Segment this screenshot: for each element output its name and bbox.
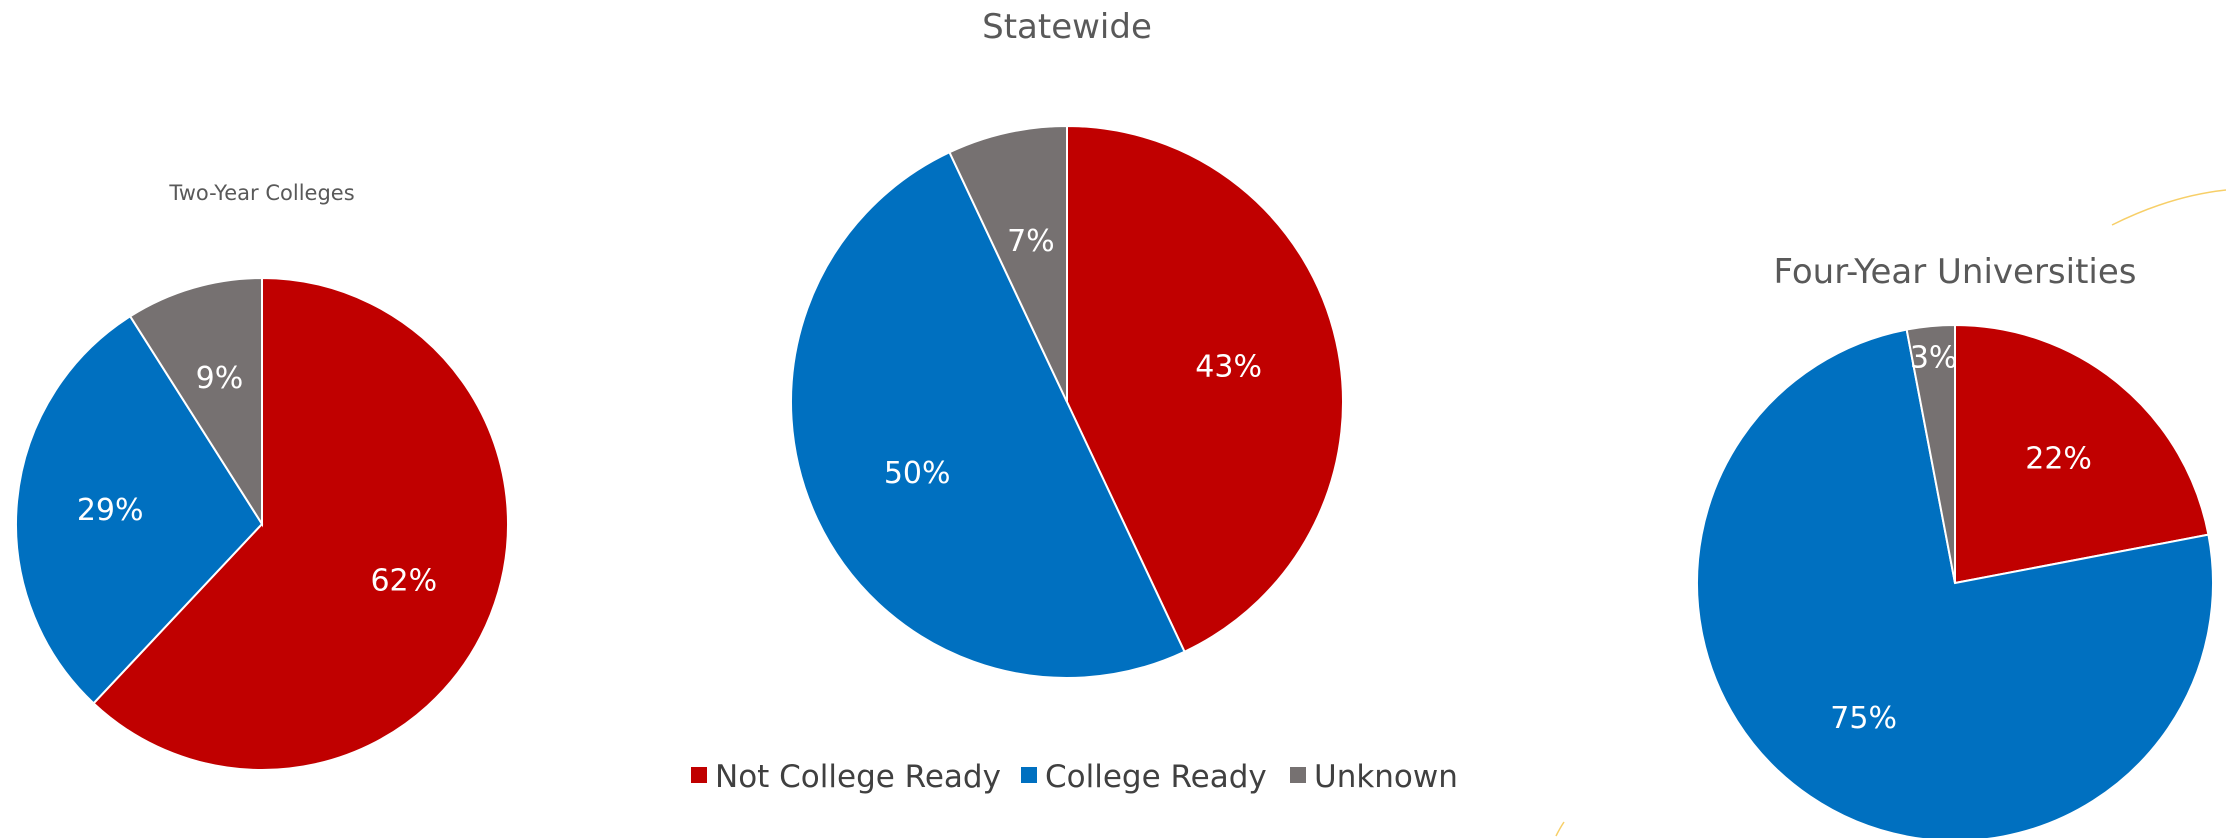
data-label-unknown: 7% [1007,224,1055,259]
pie-slice-college-ready [790,150,1186,679]
pie-slice-college-ready [1696,328,2214,838]
legend-label-college-ready: College Ready [1045,759,1267,795]
legend-swatch-not-college-ready [691,767,707,783]
chart-title-four-year: Four-Year Universities [1774,252,2137,292]
pie-slice-unknown [948,124,1068,403]
data-label-college-ready: 75% [1830,701,1897,736]
data-label-not-college-ready: 62% [370,564,437,599]
legend-swatch-unknown [1290,767,1306,783]
pie-slice-not-college-ready [1066,124,1344,654]
legend-swatch-college-ready [1021,767,1037,783]
data-label-college-ready: 50% [884,456,951,491]
pie-slice-not-college-ready [1954,323,2210,585]
legend-label-not-college-ready: Not College Ready [715,759,1001,795]
legend-label-unknown: Unknown [1314,759,1458,795]
data-label-college-ready: 29% [77,493,144,528]
data-label-not-college-ready: 22% [2025,441,2092,476]
legend: Not College Ready College Ready Unknown [691,759,1458,795]
chart-title-statewide: Statewide [982,7,1152,47]
decorative-arc [2111,189,2226,226]
data-label-unknown: 9% [196,361,244,396]
pie-statewide: 43% 50% 7% [790,124,1344,679]
chart-title-two-year: Two-Year Colleges [168,181,354,205]
data-label-not-college-ready: 43% [1195,349,1262,384]
decorative-arc-small [1555,821,1565,837]
data-label-unknown: 3% [1910,340,1958,375]
pie-slice-not-college-ready [92,276,509,771]
pie-four-year-universities: 22% 75% 3% [1696,323,2214,838]
pie-slice-college-ready [15,314,264,705]
pie-slice-unknown [128,276,263,528]
pie-two-year-colleges: 62% 29% 9% [15,276,509,771]
pie-slice-unknown [1905,323,1956,584]
